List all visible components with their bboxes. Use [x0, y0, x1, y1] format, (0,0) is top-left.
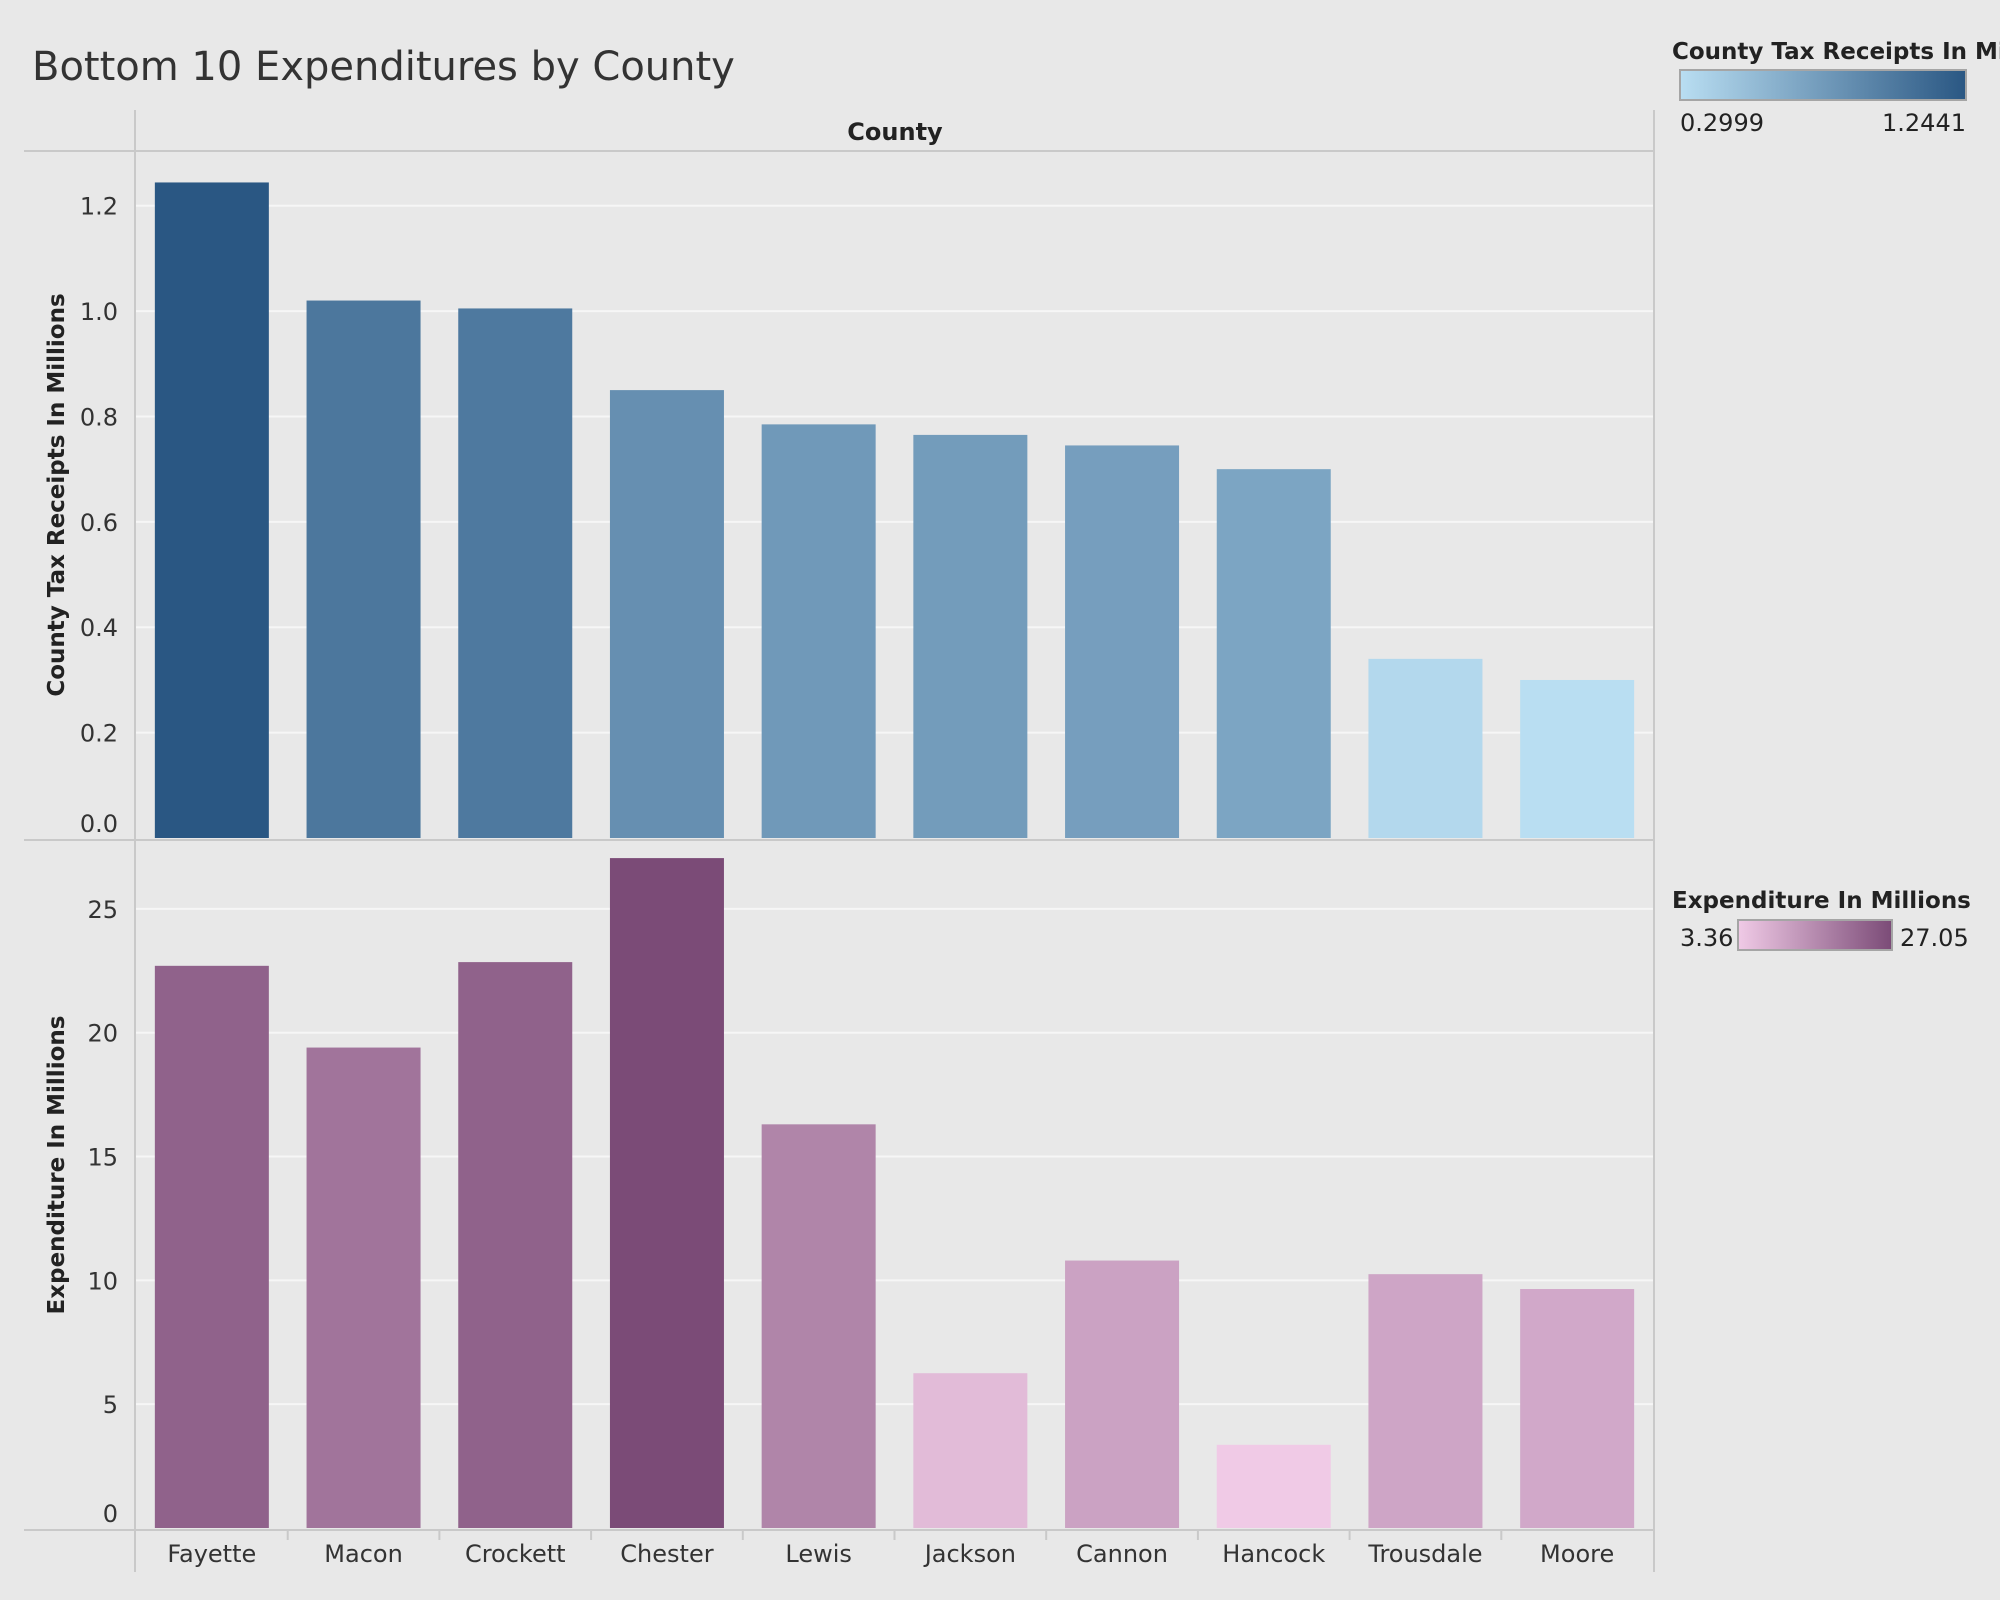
bar-fayette[interactable]	[154, 182, 269, 838]
tax-receipts-panel: 0.0 0.2 0.4 0.6 0.8 1.0 1.2 County Tax Receipt…	[44, 182, 1653, 838]
expenditure-color-legend: Expenditure In Millions 3.36 27.05	[1672, 888, 1971, 952]
y-tick-label: 10	[87, 1267, 118, 1295]
bar-hancock[interactable]	[1216, 469, 1331, 838]
tax-receipts-bars	[154, 182, 1635, 838]
column-header: County	[847, 118, 943, 146]
tax-receipts-legend-max: 1.2441	[1882, 109, 1966, 137]
tax-receipts-legend-gradient	[1679, 69, 1967, 101]
x-tick-label: Lewis	[785, 1540, 852, 1568]
expenditure-bars	[154, 858, 1635, 1528]
chart-title: Bottom 10 Expenditures by County	[32, 44, 735, 90]
expenditure-legend-max: 27.05	[1900, 924, 1969, 952]
x-tick-label: Fayette	[167, 1540, 256, 1568]
bar-lewis[interactable]	[761, 424, 876, 838]
bar-moore[interactable]	[1520, 1289, 1635, 1528]
bar-trousdale[interactable]	[1368, 658, 1483, 838]
bar-fayette[interactable]	[154, 965, 269, 1528]
x-tick-label: Crockett	[465, 1540, 566, 1568]
bar-trousdale[interactable]	[1368, 1274, 1483, 1528]
bar-crockett[interactable]	[458, 308, 573, 838]
x-tick-label: Trousdale	[1367, 1540, 1482, 1568]
bar-moore[interactable]	[1520, 679, 1635, 838]
expenditure-legend-min: 3.36	[1680, 924, 1733, 952]
y-tick-label: 5	[103, 1391, 118, 1419]
bar-macon[interactable]	[306, 1047, 421, 1528]
y-tick-label: 0	[103, 1500, 118, 1528]
expenditure-legend-title: Expenditure In Millions	[1672, 888, 1971, 914]
bar-macon[interactable]	[306, 300, 421, 838]
expenditure-y-axis: 0 5 10 15 20 25	[87, 896, 118, 1528]
bar-hancock[interactable]	[1216, 1444, 1331, 1528]
tax-receipts-legend-min: 0.2999	[1680, 109, 1764, 137]
y-tick-label: 0.2	[80, 720, 118, 748]
y-tick-label: 1.0	[80, 298, 118, 326]
tax-receipts-color-legend: County Tax Receipts In Mi.. 0.2999 1.244…	[1672, 39, 2000, 137]
x-tick-label: Cannon	[1076, 1540, 1168, 1568]
x-axis-category-labels: Fayette Macon Crockett Chester Lewis Jackson C…	[167, 1531, 1614, 1568]
y-tick-label: 25	[87, 896, 118, 924]
bar-cannon[interactable]	[1065, 1260, 1180, 1528]
bar-jackson[interactable]	[913, 434, 1028, 838]
expenditure-y-axis-title: Expenditure In Millions	[44, 1016, 70, 1315]
y-tick-label: 15	[87, 1144, 118, 1172]
y-tick-label: 1.2	[80, 193, 118, 221]
y-tick-label: 0.0	[80, 810, 118, 838]
tax-receipts-legend-title: County Tax Receipts In Mi..	[1672, 39, 2000, 65]
bar-cannon[interactable]	[1065, 445, 1180, 838]
tax-receipts-y-axis-title: County Tax Receipts In Millions	[44, 293, 70, 696]
bar-chester[interactable]	[609, 390, 724, 838]
bar-jackson[interactable]	[913, 1373, 1028, 1528]
tax-receipts-y-axis: 0.0 0.2 0.4 0.6 0.8 1.0 1.2	[80, 193, 118, 838]
y-tick-label: 0.6	[80, 509, 118, 537]
x-tick-label: Hancock	[1222, 1540, 1325, 1568]
y-tick-label: 0.8	[80, 403, 118, 431]
x-tick-label: Moore	[1540, 1540, 1614, 1568]
y-tick-label: 20	[87, 1020, 118, 1048]
y-tick-label: 0.4	[80, 614, 118, 642]
x-tick-label: Jackson	[923, 1540, 1016, 1568]
expenditure-legend-gradient	[1737, 919, 1893, 951]
x-tick-label: Chester	[620, 1540, 713, 1568]
bar-chester[interactable]	[609, 858, 724, 1528]
bar-lewis[interactable]	[761, 1124, 876, 1528]
x-tick-label: Macon	[324, 1540, 403, 1568]
bar-crockett[interactable]	[458, 962, 573, 1528]
expenditure-panel: 0 5 10 15 20 25 Expenditure In Millions	[44, 858, 1653, 1528]
